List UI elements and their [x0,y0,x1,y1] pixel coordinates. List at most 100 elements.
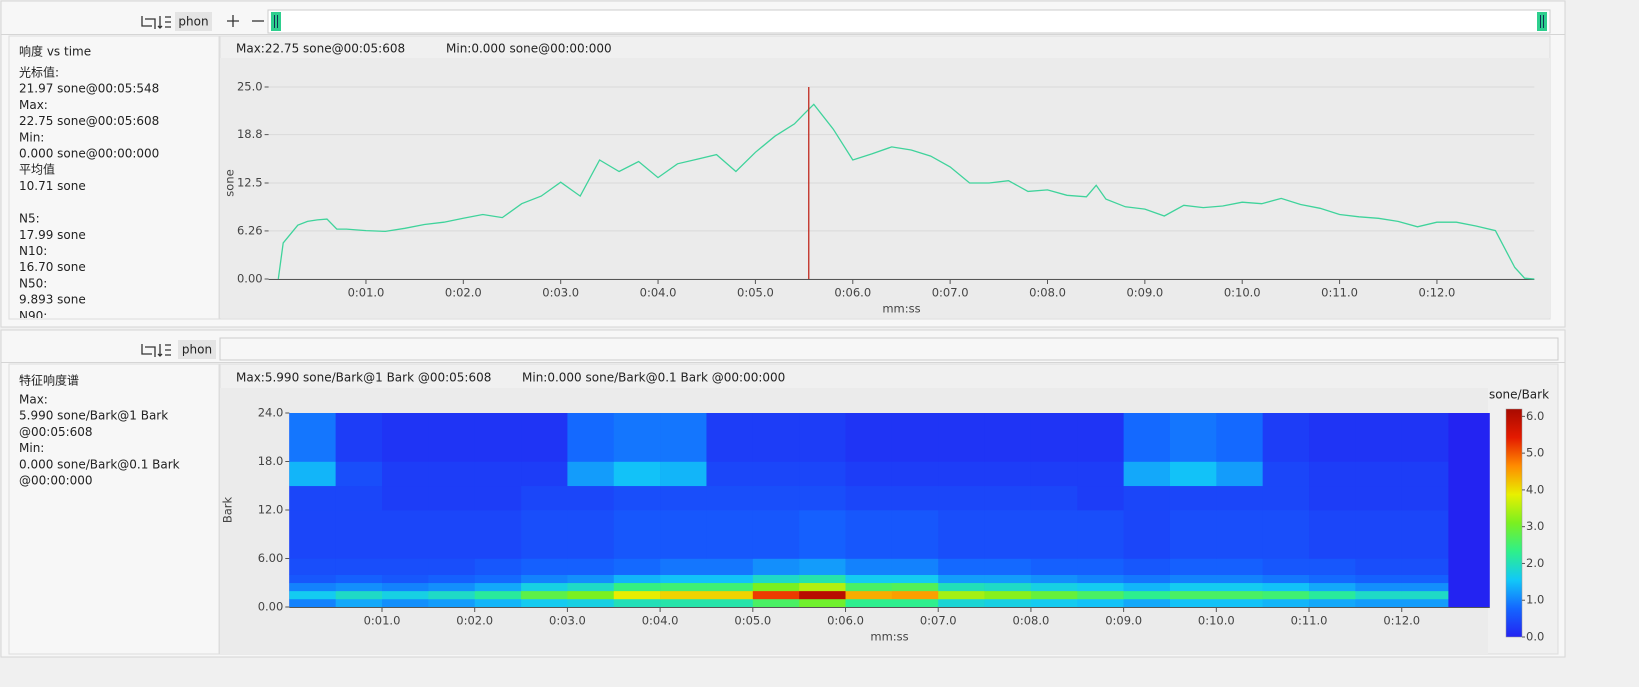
heatmap-cell [428,558,476,575]
heatmap-cell [289,510,336,559]
heatmap-cell [1216,582,1263,592]
range-slider[interactable] [267,9,1551,34]
heatmap-cell [428,461,476,487]
range-handle[interactable] [271,12,281,31]
heatmap-cell [289,598,336,608]
unit-button-label[interactable]: phon [178,15,208,29]
x-tick-label: 0:12.0 [1419,286,1456,300]
unit-button[interactable] [178,340,216,359]
heatmap-cell [1077,485,1124,511]
heatmap-cell [1401,485,1449,511]
heatmap-cell [799,461,846,487]
heatmap-cell [474,590,522,600]
heatmap-cell [1262,598,1310,608]
heatmap-cell [752,582,800,592]
heatmap-cell [428,582,476,592]
heatmap-cell [891,461,939,487]
info-list: 特征响度谱 Max: 5.990 sone/Bark@1 Bark @00:05:60… [19,373,180,488]
toolbar-strip [219,337,1559,361]
info-line: 响度 vs time [19,44,91,59]
heatmap-cell [1262,413,1310,462]
heatmap-cell [1077,413,1124,462]
heatmap-cell [1309,413,1356,462]
sort-icon[interactable] [157,344,171,357]
heatmap-cell [1401,590,1449,600]
zoom-in-button[interactable] [227,15,239,27]
x-tick-label: 0:01.0 [348,286,385,300]
heatmap-cell [984,510,1032,559]
y-axis-label: sone [223,169,237,196]
sort-icon[interactable] [157,16,171,29]
heatmap-cell [521,582,568,592]
heatmap-cell [1355,510,1403,559]
x-tick-label: 0:12.0 [1383,614,1420,628]
y-tick-label: 25.0 [237,80,263,94]
crop-icon[interactable] [141,344,156,357]
heatmap-cell [1030,582,1078,592]
colorbar [1505,408,1523,638]
info-line: 21.97 sone@00:05:548 [19,82,159,96]
colorbar-tick-label: 5.0 [1526,446,1544,460]
colorbar-tick-label: 3.0 [1526,519,1544,533]
y-tick-label: 18.0 [258,454,284,468]
heatmap-cell [1355,590,1403,600]
heatmap-cell [289,590,336,600]
heatmap-cell [1355,485,1403,511]
heatmap-cell [428,590,476,600]
heatmap-cell [984,590,1032,600]
heatmap-cell [1030,574,1078,584]
unit-button[interactable] [175,12,212,31]
crop-icon[interactable] [141,16,156,29]
info-line: 光标值: [19,65,59,80]
heatmap-cell [891,413,939,462]
x-tick-label: 0:05.0 [734,614,771,628]
y-tick-label: 12.0 [258,503,284,517]
heatmap-cell [428,485,476,511]
info-line: N50: [19,276,47,290]
y-tick-label: 0.00 [258,600,284,614]
heatmap-cell [1262,461,1310,487]
heatmap-cell [1262,590,1310,600]
max-readout: Max:5.990 sone/Bark@1 Bark @00:05:608 [236,371,491,385]
heatmap-cell [1355,582,1403,592]
heatmap-cell [845,598,893,608]
heatmap-cell [1216,598,1263,608]
heatmap-cell [1216,485,1263,511]
heatmap-cell [382,582,429,592]
max-readout: Max:22.75 sone@00:05:608 [236,42,405,56]
heatmap-cell [706,558,754,575]
heatmap-cell [984,598,1032,608]
heatmap-cell [938,510,985,559]
heatmap-cell [1123,485,1171,511]
heatmap-cell [382,461,429,487]
info-line: N10: [19,244,47,258]
heatmap-cell [1309,590,1356,600]
y-axis-label: Bark [221,496,235,523]
heatmap-cell [891,558,939,575]
heatmap-cell [1077,590,1124,600]
min-readout: Min:0.000 sone/Bark@0.1 Bark @00:00:000 [522,371,785,385]
heatmap-cell [845,485,893,511]
heatmap-cell [1216,590,1263,600]
range-handle[interactable] [1537,12,1547,31]
heatmap-cell [1030,461,1078,487]
unit-button-label[interactable]: phon [182,343,212,357]
info-line: Min: [19,130,44,144]
heatmap-cell [382,558,429,575]
heatmap-cell [1401,558,1449,575]
heatmap-cell [567,598,615,608]
x-tick-label: 0:04.0 [642,614,679,628]
heatmap-cell [1355,574,1403,584]
heatmap-cell [289,558,336,575]
heatmap-cell [1216,558,1263,575]
heatmap-cell [1216,461,1263,487]
heatmap-cell [335,590,383,600]
heatmap-cell [521,461,568,487]
heatmap-cell [1216,574,1263,584]
heatmap-cell [1355,413,1403,462]
heatmap-cell [938,590,985,600]
heatmap-cell [474,582,522,592]
heatmap-cell [382,485,429,511]
heatmap-cell [752,510,800,559]
heatmap-cell [845,574,893,584]
